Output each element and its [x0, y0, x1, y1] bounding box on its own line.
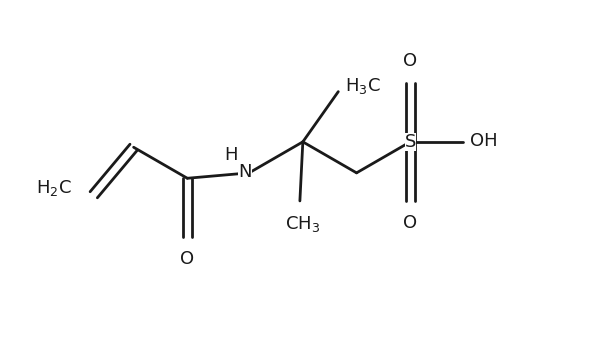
Text: N: N	[238, 163, 252, 181]
Text: OH: OH	[471, 132, 498, 150]
Text: H$_2$C: H$_2$C	[35, 178, 72, 198]
Text: O: O	[180, 250, 194, 268]
Text: O: O	[403, 214, 417, 232]
Text: S: S	[404, 133, 416, 151]
Text: H: H	[225, 146, 238, 164]
Text: H$_3$C: H$_3$C	[345, 76, 381, 96]
Text: CH$_3$: CH$_3$	[285, 214, 320, 234]
Text: O: O	[403, 52, 417, 70]
